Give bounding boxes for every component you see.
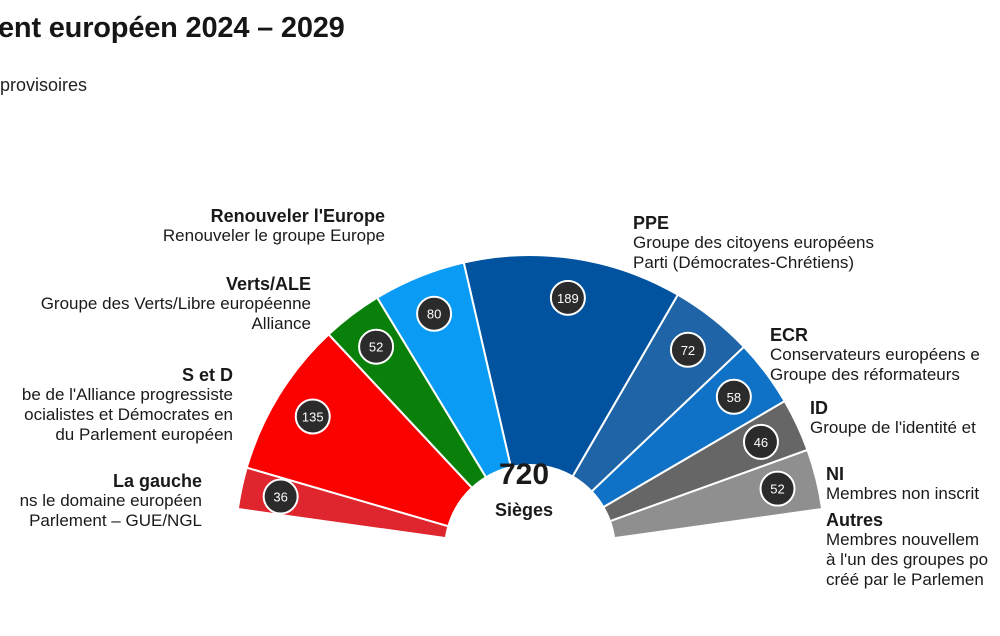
- group-description-line: Parti (Démocrates-Chrétiens): [633, 253, 855, 272]
- group-name: Renouveler l'Europe: [210, 206, 385, 226]
- group-name: ECR: [770, 325, 809, 345]
- group-description-line: Groupe des citoyens européens: [633, 233, 874, 252]
- seat-count-ni: 46: [754, 435, 768, 450]
- total-seats-value: 720: [498, 458, 550, 491]
- seat-count-ecr: 72: [681, 343, 695, 358]
- seat-segment-ppe: [462, 254, 680, 478]
- seat-count-renouveler-l-europe: 80: [427, 307, 441, 322]
- seat-count-verts-ale: 52: [369, 340, 383, 355]
- group-label-ni: NI Membres non inscrit: [826, 464, 979, 504]
- group-name: ID: [810, 398, 828, 418]
- group-description-line: Conservateurs européens e: [770, 345, 980, 364]
- group-description-line: ocialistes et Démocrates en: [24, 405, 233, 424]
- group-label-ppe: PPE Groupe des citoyens européens Parti (D…: [633, 213, 874, 273]
- seat-badge-autres: 52: [759, 470, 796, 507]
- group-description-line: à l'un des groupes po: [826, 550, 989, 569]
- group-description-line: Alliance: [251, 314, 311, 333]
- group-description-line: du Parlement européen: [55, 425, 233, 444]
- chart-title: ent européen 2024 – 2029: [0, 12, 345, 44]
- seat-badge-ppe: 189: [549, 279, 586, 316]
- group-name: Verts/ALE: [225, 274, 311, 294]
- group-name: Autres: [826, 510, 884, 530]
- group-description-line: Parlement – GUE/NGL: [29, 511, 202, 530]
- group-label-id: ID Groupe de l'identité et: [810, 398, 976, 438]
- group-description-line: Membres non inscrit: [826, 484, 980, 503]
- group-description-line: Groupe de l'identité et: [810, 418, 976, 437]
- group-name: S et D: [181, 365, 233, 385]
- group-description-line: Membres nouvellem: [826, 530, 980, 549]
- seat-badge-s-et-d: 135: [294, 398, 331, 435]
- group-label-renouveler-l-europe: Renouveler l'Europe Renouveler le groupe …: [163, 206, 385, 246]
- seat-badge-ecr: 72: [669, 331, 706, 368]
- group-description-line: be de l'Alliance progressiste: [21, 385, 233, 404]
- seat-badge-verts-ale: 52: [358, 328, 395, 365]
- group-name: NI: [826, 464, 844, 484]
- group-name: La gauche: [112, 471, 202, 491]
- group-label-autres: Autres Membres nouvellem à l'un des groupe…: [826, 510, 988, 590]
- group-label-la-gauche: La gauche ns le domaine européen Parlement…: [20, 471, 202, 531]
- seat-badge-ni: 46: [742, 423, 779, 460]
- seat-badge-renouveler-l-europe: 80: [416, 295, 453, 332]
- group-description-line: Groupe des Verts/Libre européenne: [40, 294, 311, 313]
- chart-subtitle: provisoires: [0, 75, 88, 95]
- group-label-verts-ale: Verts/ALE Groupe des Verts/Libre européen…: [41, 274, 311, 334]
- group-label-ecr: ECR Conservateurs européens e Groupe des r…: [770, 325, 980, 385]
- total-seats-label: Sièges: [494, 500, 554, 520]
- seat-count-s-et-d: 135: [302, 409, 324, 424]
- seat-count-la-gauche: 36: [273, 490, 287, 505]
- seat-count-ppe: 189: [557, 291, 579, 306]
- seat-badge-id: 58: [715, 378, 752, 415]
- seat-count-id: 58: [727, 390, 741, 405]
- seat-badge-la-gauche: 36: [262, 478, 299, 515]
- group-description-line: créé par le Parlemen: [826, 570, 984, 589]
- group-name: PPE: [633, 213, 670, 233]
- group-description-line: Groupe des réformateurs: [770, 365, 960, 384]
- group-description-line: Renouveler le groupe Europe: [162, 226, 385, 245]
- seat-segment-s-et-d: [245, 333, 474, 528]
- seat-count-autres: 52: [770, 482, 784, 497]
- group-description-line: ns le domaine européen: [19, 491, 202, 510]
